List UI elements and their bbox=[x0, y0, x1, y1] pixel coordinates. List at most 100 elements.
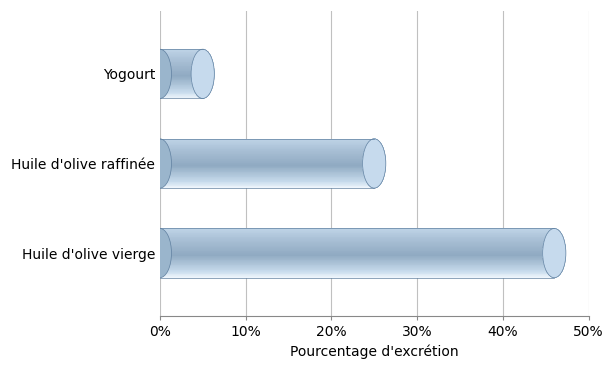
Ellipse shape bbox=[191, 49, 215, 98]
Bar bbox=[160, 78, 203, 79]
Bar bbox=[160, 263, 554, 264]
Bar bbox=[160, 57, 203, 58]
Bar bbox=[160, 61, 203, 62]
Bar bbox=[160, 56, 203, 57]
Bar bbox=[160, 166, 374, 168]
Ellipse shape bbox=[542, 228, 566, 278]
Bar bbox=[160, 54, 203, 55]
Ellipse shape bbox=[542, 228, 566, 278]
Ellipse shape bbox=[363, 139, 386, 188]
Bar bbox=[160, 60, 203, 61]
Bar bbox=[160, 151, 374, 152]
Ellipse shape bbox=[191, 49, 215, 98]
Bar bbox=[160, 258, 554, 259]
Ellipse shape bbox=[363, 139, 386, 188]
Bar bbox=[160, 246, 554, 247]
Bar bbox=[160, 68, 203, 69]
Bar bbox=[160, 251, 554, 252]
Bar bbox=[160, 169, 374, 170]
Bar bbox=[160, 183, 374, 184]
Ellipse shape bbox=[191, 49, 215, 98]
Bar bbox=[160, 161, 374, 162]
Ellipse shape bbox=[542, 228, 566, 278]
Ellipse shape bbox=[542, 228, 566, 278]
Bar bbox=[160, 92, 203, 93]
Bar bbox=[160, 94, 203, 95]
Bar bbox=[160, 146, 374, 147]
Bar bbox=[160, 62, 203, 63]
Bar bbox=[160, 162, 374, 164]
Bar bbox=[160, 271, 554, 272]
Bar bbox=[160, 157, 374, 158]
Ellipse shape bbox=[542, 228, 566, 278]
Ellipse shape bbox=[363, 139, 386, 188]
Ellipse shape bbox=[148, 139, 172, 188]
Bar bbox=[160, 270, 554, 271]
Bar bbox=[160, 64, 203, 65]
Bar bbox=[160, 171, 374, 172]
Ellipse shape bbox=[363, 139, 386, 188]
Ellipse shape bbox=[542, 228, 566, 278]
Bar bbox=[160, 93, 203, 94]
Bar bbox=[160, 173, 374, 174]
Ellipse shape bbox=[542, 228, 566, 278]
Bar bbox=[160, 65, 203, 67]
Bar bbox=[160, 149, 374, 150]
Bar bbox=[160, 266, 554, 267]
Ellipse shape bbox=[363, 139, 386, 188]
Bar bbox=[160, 55, 203, 56]
X-axis label: Pourcentage d'excrétion: Pourcentage d'excrétion bbox=[290, 344, 459, 359]
Ellipse shape bbox=[191, 49, 215, 98]
Ellipse shape bbox=[363, 139, 386, 188]
Bar bbox=[160, 273, 554, 275]
Bar bbox=[160, 70, 203, 71]
Bar bbox=[160, 148, 374, 149]
Bar bbox=[160, 168, 374, 169]
Ellipse shape bbox=[191, 49, 215, 98]
Bar bbox=[160, 180, 374, 181]
Bar bbox=[160, 70, 203, 71]
Ellipse shape bbox=[363, 139, 386, 188]
Bar bbox=[160, 257, 554, 258]
Ellipse shape bbox=[363, 139, 386, 188]
Bar bbox=[160, 233, 554, 234]
Bar bbox=[160, 95, 203, 96]
Bar bbox=[160, 71, 203, 72]
Bar bbox=[160, 51, 203, 53]
Bar bbox=[160, 240, 554, 242]
Bar bbox=[160, 265, 554, 266]
Bar bbox=[160, 178, 374, 179]
Bar bbox=[160, 90, 203, 91]
Bar bbox=[160, 143, 374, 144]
Bar bbox=[160, 86, 203, 87]
Bar bbox=[160, 241, 554, 242]
Bar bbox=[160, 275, 554, 276]
Ellipse shape bbox=[191, 49, 215, 98]
Bar bbox=[160, 89, 203, 90]
Ellipse shape bbox=[363, 139, 386, 188]
Bar bbox=[160, 242, 554, 243]
Bar bbox=[160, 236, 554, 237]
Ellipse shape bbox=[191, 49, 215, 98]
Ellipse shape bbox=[191, 49, 215, 98]
Ellipse shape bbox=[542, 228, 566, 278]
Bar bbox=[160, 272, 554, 273]
Bar bbox=[160, 155, 374, 156]
Bar bbox=[160, 179, 374, 180]
Bar bbox=[160, 82, 203, 83]
Bar bbox=[160, 268, 554, 269]
Ellipse shape bbox=[542, 228, 566, 278]
Ellipse shape bbox=[191, 49, 215, 98]
Ellipse shape bbox=[542, 228, 566, 278]
Bar bbox=[160, 274, 554, 275]
Ellipse shape bbox=[363, 139, 386, 188]
Ellipse shape bbox=[542, 228, 566, 278]
Ellipse shape bbox=[363, 139, 386, 188]
Ellipse shape bbox=[542, 228, 566, 278]
Ellipse shape bbox=[191, 49, 215, 98]
Bar bbox=[160, 175, 374, 176]
Bar bbox=[160, 248, 554, 249]
Ellipse shape bbox=[191, 49, 215, 98]
Bar bbox=[160, 250, 554, 252]
Bar bbox=[160, 174, 374, 175]
